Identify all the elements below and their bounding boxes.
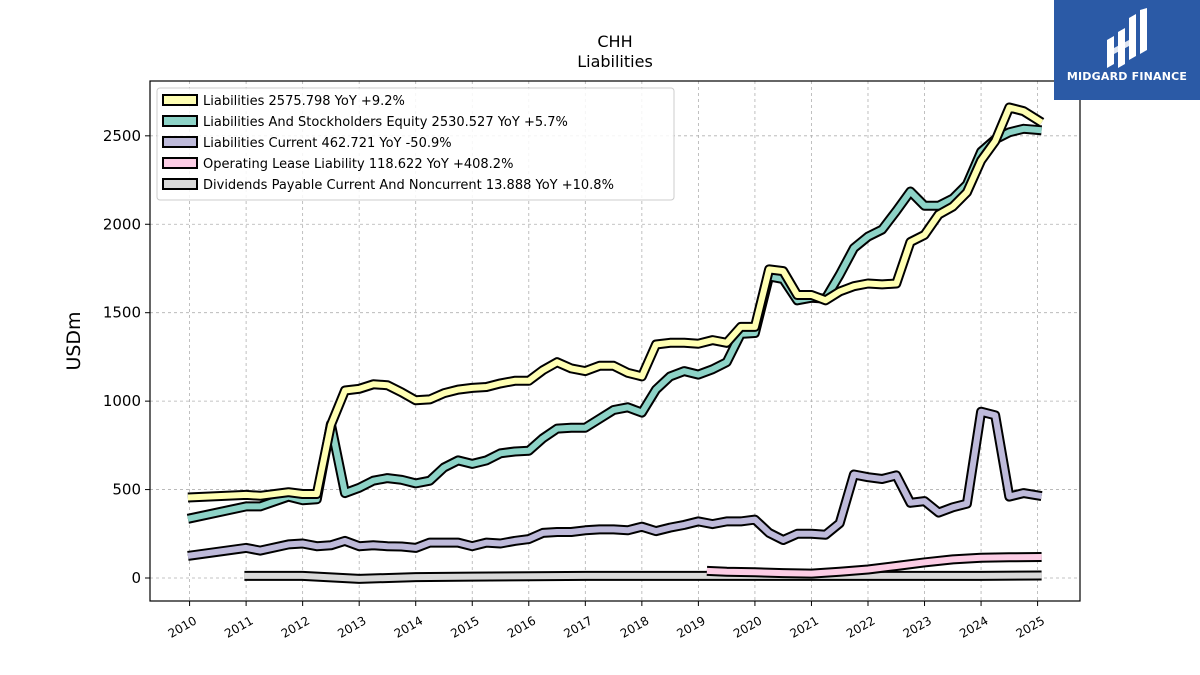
series-lines (186, 102, 1045, 584)
y-tick-label: 2500 (103, 127, 141, 145)
y-tick-label: 0 (131, 569, 141, 587)
legend-label: Liabilities And Stockholders Equity 2530… (203, 115, 568, 130)
legend-swatch (162, 136, 198, 148)
x-tick-label: 2024 (957, 613, 990, 640)
x-tick-label: 2010 (166, 613, 199, 640)
brand-logo: MIDGARD FINANCE (1054, 0, 1200, 100)
legend-label: Liabilities 2575.798 YoY +9.2% (203, 94, 405, 109)
y-tick-label: 1500 (103, 304, 141, 322)
x-tick-label: 2018 (618, 613, 651, 640)
legend: Liabilities 2575.798 YoY +9.2% Liabilitie… (156, 87, 675, 201)
x-tick-label: 2011 (222, 613, 255, 640)
x-tick-label: 2021 (788, 613, 821, 640)
legend-swatch (162, 157, 198, 169)
legend-label: Liabilities Current 462.721 YoY -50.9% (203, 136, 452, 151)
x-axis: 2010 2011 2012 2013 2014 2015 2016 2017 2018 2019… (166, 601, 1047, 641)
legend-box (156, 87, 675, 201)
y-axis-label: USDm (63, 311, 85, 370)
series-line (187, 125, 1042, 522)
brand-logo-icon (1107, 8, 1147, 68)
x-tick-label: 2015 (448, 613, 481, 640)
series-liabilities-and-stockholders-equity (186, 123, 1043, 524)
x-tick-label: 2012 (279, 613, 312, 640)
x-tick-label: 2023 (901, 613, 934, 640)
legend-swatch (162, 94, 198, 106)
series-operating-lease-liability (706, 552, 1042, 579)
x-tick-label: 2019 (674, 613, 707, 640)
series-line (706, 554, 1042, 577)
x-tick-label: 2022 (844, 613, 877, 640)
brand-name: MIDGARD FINANCE (1066, 70, 1188, 83)
x-tick-label: 2017 (561, 613, 594, 640)
legend-label: Dividends Payable Current And Noncurrent… (203, 178, 614, 193)
legend-label: Operating Lease Liability 118.622 YoY +4… (203, 157, 513, 172)
y-tick-label: 2000 (103, 215, 141, 233)
series-liabilities (187, 102, 1045, 503)
legend-swatch (162, 178, 198, 190)
x-tick-label: 2014 (392, 613, 425, 640)
chart-title: CHH (597, 32, 632, 51)
x-tick-label: 2013 (335, 613, 368, 640)
y-axis: 0 500 1000 1500 2000 2500 (103, 127, 150, 587)
legend-swatch (162, 115, 198, 127)
series-line (187, 408, 1043, 559)
series-dividends-payable-current-and-noncurrent (244, 570, 1042, 584)
x-tick-label: 2020 (731, 613, 764, 640)
x-tick-label: 2016 (505, 613, 538, 640)
series-liabilities-current (187, 406, 1043, 561)
chart-subtitle: Liabilities (577, 52, 653, 71)
y-tick-label: 1000 (103, 392, 141, 410)
x-tick-label: 2025 (1014, 613, 1047, 640)
y-tick-label: 500 (112, 481, 141, 499)
series-line (187, 104, 1044, 501)
series-line (244, 572, 1042, 582)
plot-frame (149, 80, 1081, 602)
